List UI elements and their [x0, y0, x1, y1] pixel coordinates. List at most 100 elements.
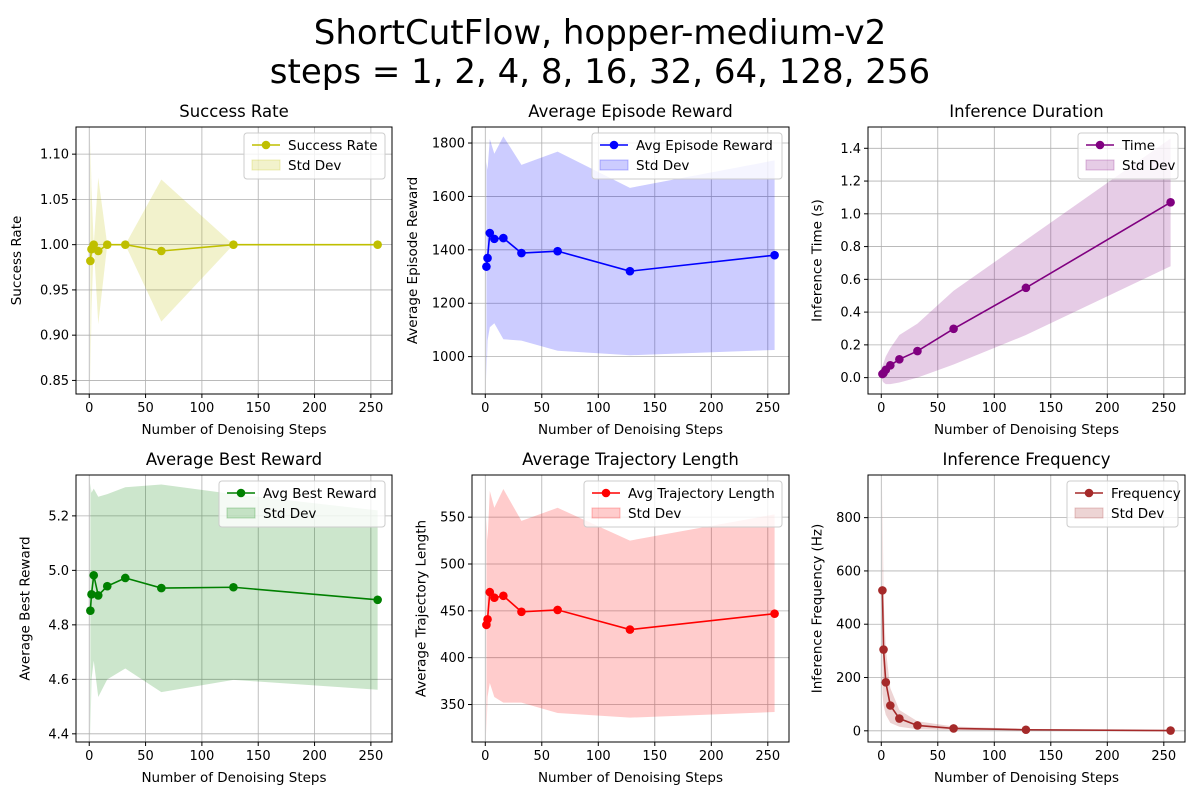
x-tick-label: 100: [982, 401, 1007, 416]
data-point: [1021, 283, 1031, 293]
subplot-title: Average Best Reward: [146, 450, 322, 469]
legend-marker: [609, 140, 619, 150]
y-tick-label: 1800: [432, 137, 465, 152]
legend-label-series: Success Rate: [288, 138, 378, 154]
data-point: [229, 582, 238, 592]
y-tick-label: 0.90: [40, 329, 69, 344]
legend-label-band: Std Dev: [628, 506, 681, 522]
data-point: [879, 645, 888, 654]
data-point: [120, 573, 130, 583]
data-point: [490, 593, 499, 603]
x-tick-label: 250: [358, 749, 383, 764]
legend-label-band: Std Dev: [263, 506, 316, 522]
data-point: [102, 581, 112, 591]
legend-band-swatch: [1074, 507, 1104, 519]
y-tick-label: 4.8: [48, 618, 69, 633]
x-tick-label: 50: [930, 401, 947, 416]
x-tick-label: 200: [302, 401, 327, 416]
y-tick-label: 1.2: [840, 175, 861, 190]
x-axis-label: Number of Denoising Steps: [538, 770, 723, 786]
data-point: [373, 240, 382, 249]
subplot-title: Inference Frequency: [942, 450, 1110, 469]
y-tick-label: 1.00: [40, 238, 69, 253]
x-tick-label: 50: [534, 401, 551, 416]
x-tick-label: 50: [930, 749, 947, 764]
figure-title-line2: steps = 1, 2, 4, 8, 16, 32, 64, 128, 256: [270, 52, 930, 92]
y-tick-label: 350: [440, 698, 465, 713]
data-point: [553, 246, 562, 256]
legend-label-band: Std Dev: [636, 158, 689, 174]
data-point: [770, 250, 779, 260]
data-point: [625, 625, 635, 634]
data-point: [878, 586, 887, 595]
std-dev-band: [882, 138, 1171, 385]
subplot-4: 0 50 100 150 200 250 4.4 4.6 4.8 5.0 5.2 Average Be…: [17, 450, 393, 786]
legend-label-band: Std Dev: [1111, 506, 1164, 522]
x-axis-label: Number of Denoising Steps: [538, 422, 723, 438]
legend-band-swatch: [1085, 159, 1115, 171]
y-tick-label: 200: [836, 671, 861, 686]
data-point: [483, 614, 492, 624]
y-tick-label: 0.4: [840, 306, 861, 321]
y-tick-label: 5.0: [48, 564, 69, 579]
x-tick-label: 150: [1038, 749, 1063, 764]
y-tick-label: 0: [853, 724, 861, 739]
data-point: [483, 253, 492, 263]
y-tick-label: 450: [440, 604, 465, 619]
x-tick-label: 150: [246, 749, 271, 764]
y-tick-label: 600: [836, 564, 861, 579]
y-tick-label: 0.95: [40, 283, 69, 298]
x-tick-label: 0: [85, 401, 93, 416]
subplot-grid: 0 50 100 150 200 2500.850.900.951.001.051.10S…: [9, 102, 1186, 786]
std-dev-band: [486, 136, 775, 380]
legend-frame: [583, 480, 783, 528]
y-axis-label: Average Best Reward: [17, 536, 33, 680]
legend-label-series: Avg Best Reward: [263, 486, 377, 502]
x-tick-label: 100: [189, 749, 214, 764]
subplot-title: Success Rate: [179, 102, 289, 121]
y-tick-label: 500: [440, 558, 465, 573]
data-point: [86, 606, 95, 615]
x-axis-label: Number of Denoising Steps: [141, 422, 326, 438]
data-point: [87, 590, 96, 599]
data-point: [157, 583, 166, 593]
data-point: [895, 714, 904, 723]
legend-label-series: Time: [1121, 138, 1155, 154]
legend-label-series: Avg Trajectory Length: [628, 486, 775, 502]
data-point: [490, 234, 499, 244]
legend-band-swatch: [251, 159, 281, 171]
axes-frame: [75, 474, 393, 743]
y-tick-label: 800: [836, 511, 861, 526]
std-dev-band: [486, 489, 775, 735]
data-point: [120, 240, 130, 249]
y-tick-label: 1200: [432, 297, 465, 312]
data-point: [895, 354, 904, 364]
data-point: [553, 605, 562, 615]
data-point: [625, 266, 635, 276]
data-point: [93, 246, 103, 256]
legend-band-swatch: [591, 507, 621, 519]
x-tick-label: 0: [481, 401, 489, 416]
axes-frame: [867, 474, 1186, 743]
y-tick-label: 5.2: [48, 509, 69, 524]
y-tick-label: 1.0: [840, 207, 861, 222]
x-tick-label: 200: [302, 749, 327, 764]
data-point: [913, 346, 922, 356]
x-tick-label: 150: [1038, 401, 1063, 416]
data-point: [517, 607, 526, 617]
x-tick-label: 100: [189, 401, 214, 416]
x-axis-label: Number of Denoising Steps: [141, 770, 326, 786]
y-tick-label: 1000: [432, 350, 465, 365]
legend: Avg Best Reward Std Dev: [218, 480, 386, 528]
x-tick-label: 150: [642, 749, 667, 764]
data-point: [1021, 725, 1031, 735]
y-axis-label: Inference Time (s): [809, 199, 825, 322]
y-tick-label: 1.10: [40, 148, 69, 163]
legend-band-swatch: [599, 159, 629, 171]
data-point: [913, 721, 922, 730]
y-tick-label: 4.4: [48, 727, 69, 742]
legend-marker: [1095, 140, 1105, 150]
legend-label-series: Avg Episode Reward: [636, 138, 773, 154]
x-axis-label: Number of Denoising Steps: [934, 422, 1119, 438]
data-point: [229, 240, 238, 249]
